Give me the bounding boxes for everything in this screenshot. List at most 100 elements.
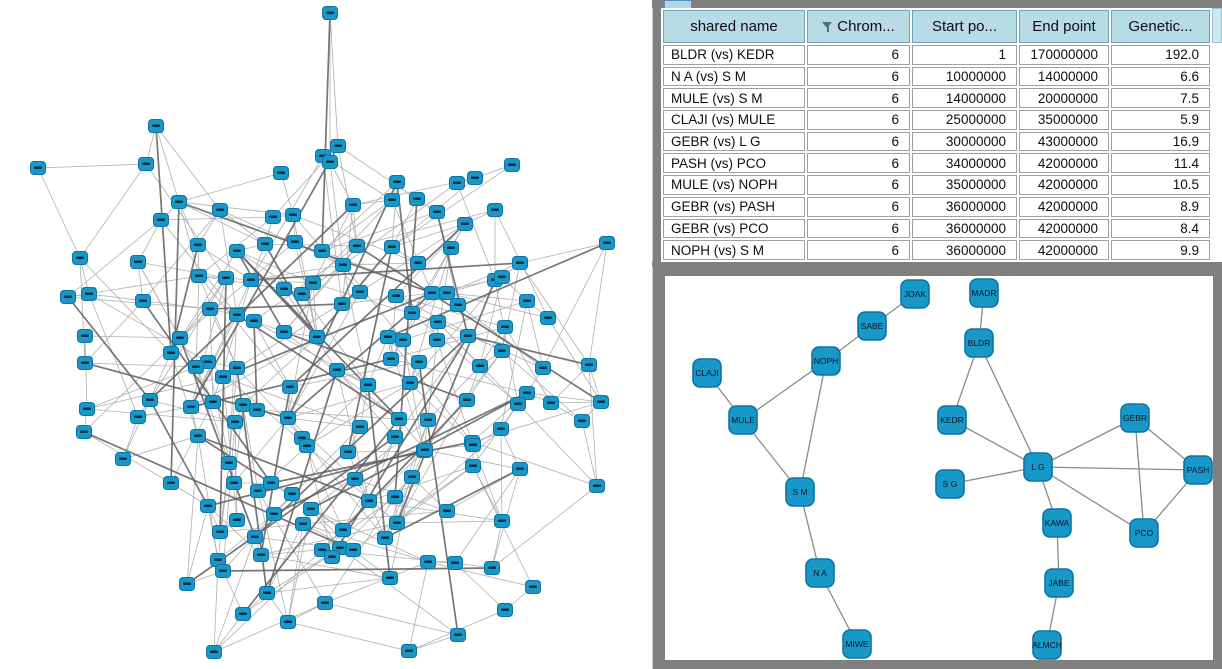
subnetwork-node-gebr[interactable]: GEBR (1120, 403, 1150, 433)
network-node[interactable] (519, 294, 535, 308)
network-node[interactable] (322, 155, 338, 169)
network-node[interactable] (235, 607, 251, 621)
table-cell[interactable]: 6 (807, 66, 910, 87)
column-header-chrom[interactable]: Chrom... (807, 10, 910, 43)
network-node[interactable] (361, 494, 377, 508)
table-cell[interactable]: 6 (807, 131, 910, 152)
network-node[interactable] (79, 402, 95, 416)
network-node[interactable] (380, 330, 396, 344)
network-node[interactable] (229, 244, 245, 258)
network-node[interactable] (314, 244, 330, 258)
network-node[interactable] (459, 393, 475, 407)
table-panel-tab[interactable] (664, 0, 692, 8)
network-node[interactable] (250, 484, 266, 498)
network-node[interactable] (345, 198, 361, 212)
network-node[interactable] (212, 203, 228, 217)
subnetwork-node-pco[interactable]: PCO (1129, 518, 1159, 548)
network-node[interactable] (324, 550, 340, 564)
network-node[interactable] (76, 425, 92, 439)
table-cell[interactable]: 6 (807, 88, 910, 109)
network-node[interactable] (581, 358, 597, 372)
network-node[interactable] (429, 205, 445, 219)
network-node[interactable] (465, 438, 481, 452)
network-node[interactable] (360, 378, 376, 392)
table-cell[interactable]: 6 (807, 153, 910, 174)
network-node[interactable] (494, 514, 510, 528)
network-node[interactable] (163, 346, 179, 360)
network-node[interactable] (263, 476, 279, 490)
table-cell[interactable]: 36000000 (912, 196, 1017, 217)
table-cell[interactable]: BLDR (vs) KEDR (663, 45, 805, 65)
network-node[interactable] (276, 325, 292, 339)
table-cell[interactable]: 7.5 (1111, 88, 1210, 109)
network-node[interactable] (460, 329, 476, 343)
network-node[interactable] (280, 615, 296, 629)
table-cell[interactable]: 42000000 (1019, 175, 1109, 195)
network-node[interactable] (512, 256, 528, 270)
network-node[interactable] (206, 645, 222, 659)
network-node[interactable] (535, 361, 551, 375)
table-cell[interactable]: 11.4 (1111, 153, 1210, 174)
network-node[interactable] (77, 356, 93, 370)
network-node[interactable] (429, 333, 445, 347)
network-node[interactable] (599, 236, 615, 250)
network-node[interactable] (493, 422, 509, 436)
table-cell[interactable]: 20000000 (1019, 88, 1109, 109)
network-node[interactable] (430, 315, 446, 329)
subnetwork-node-miwe[interactable]: MIWE (842, 629, 872, 659)
network-node[interactable] (265, 210, 281, 224)
network-node[interactable] (377, 531, 393, 545)
network-node[interactable] (202, 302, 218, 316)
network-node[interactable] (389, 175, 405, 189)
network-node[interactable] (420, 555, 436, 569)
network-node[interactable] (401, 644, 417, 658)
network-node[interactable] (387, 430, 403, 444)
network-node[interactable] (334, 297, 350, 311)
subnetwork-node-mule[interactable]: MULE (728, 405, 758, 435)
table-cell[interactable]: 14000000 (1019, 66, 1109, 87)
network-node[interactable] (60, 290, 76, 304)
network-node[interactable] (295, 517, 311, 531)
network-node[interactable] (276, 282, 292, 296)
network-node[interactable] (504, 158, 520, 172)
network-node[interactable] (512, 462, 528, 476)
network-node[interactable] (215, 370, 231, 384)
network-node[interactable] (525, 580, 541, 594)
network-node[interactable] (352, 420, 368, 434)
network-node[interactable] (135, 294, 151, 308)
network-node[interactable] (404, 306, 420, 320)
table-cell[interactable]: 8.9 (1111, 196, 1210, 217)
main-network-view[interactable] (0, 0, 652, 669)
network-node[interactable] (457, 217, 473, 231)
network-node[interactable] (388, 289, 404, 303)
network-node[interactable] (593, 395, 609, 409)
network-node[interactable] (188, 360, 204, 374)
network-node[interactable] (411, 355, 427, 369)
network-node[interactable] (424, 286, 440, 300)
table-cell[interactable]: 170000000 (1019, 45, 1109, 65)
table-cell[interactable]: 10.5 (1111, 175, 1210, 195)
network-node[interactable] (352, 285, 368, 299)
network-node[interactable] (574, 414, 590, 428)
table-cell[interactable]: 42000000 (1019, 218, 1109, 239)
network-node[interactable] (229, 308, 245, 322)
table-cell[interactable]: 6 (807, 175, 910, 195)
network-node[interactable] (439, 504, 455, 518)
table-cell[interactable]: GEBR (vs) PASH (663, 196, 805, 217)
network-node[interactable] (229, 361, 245, 375)
network-node[interactable] (305, 276, 321, 290)
network-node[interactable] (543, 396, 559, 410)
network-node[interactable] (309, 330, 325, 344)
network-node[interactable] (153, 213, 169, 227)
network-node[interactable] (210, 553, 226, 567)
table-cell[interactable]: 42000000 (1019, 196, 1109, 217)
table-cell[interactable]: 192.0 (1111, 45, 1210, 65)
subnetwork-node-claji[interactable]: CLAJI (692, 358, 722, 388)
network-node[interactable] (389, 516, 405, 530)
table-cell[interactable]: 10000000 (912, 66, 1017, 87)
network-node[interactable] (183, 400, 199, 414)
subnetwork-node-pash[interactable]: PASH (1183, 455, 1213, 485)
network-node[interactable] (449, 176, 465, 190)
network-node[interactable] (497, 603, 513, 617)
network-node[interactable] (243, 273, 259, 287)
